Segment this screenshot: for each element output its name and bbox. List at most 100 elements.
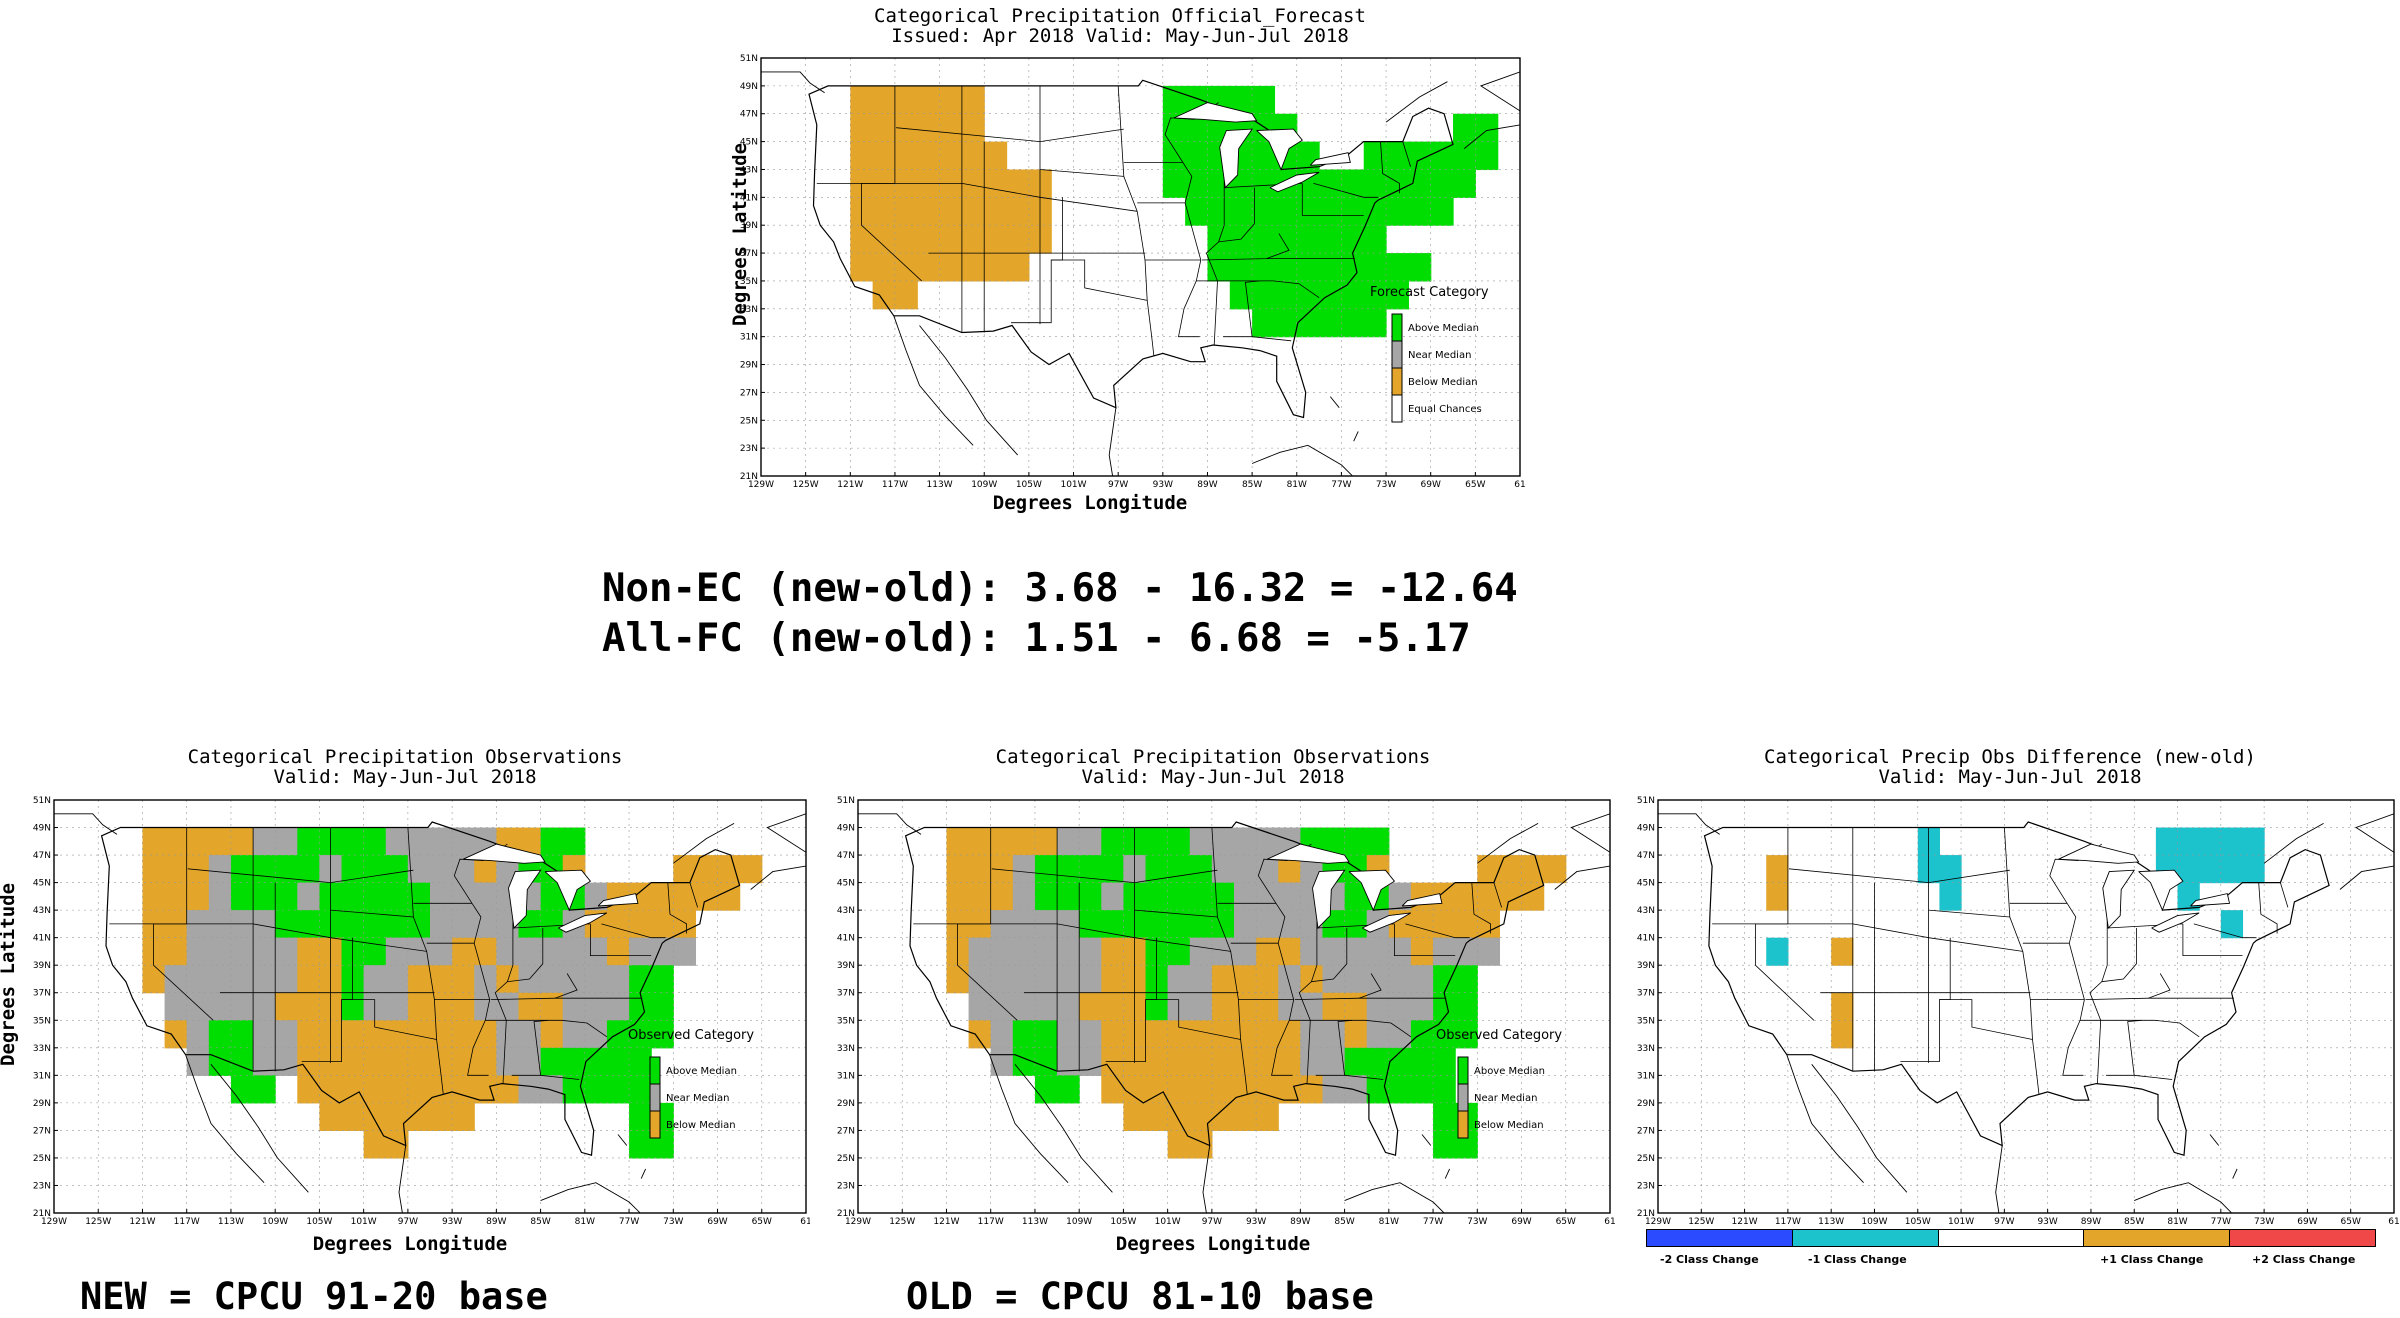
lon-tick-label: 105W <box>1110 1217 1136 1227</box>
grid-cell <box>474 855 497 884</box>
grid-cell <box>1341 308 1365 338</box>
grid-cell <box>1433 1130 1456 1159</box>
grid-cell <box>850 85 874 115</box>
grid-cell <box>1057 1020 1080 1049</box>
grid-cell <box>1189 1020 1213 1049</box>
grid-cell <box>606 1075 630 1104</box>
grid-cell <box>430 1102 453 1131</box>
lon-tick-label: 89W <box>2081 1217 2101 1225</box>
grid-cell <box>2177 827 2200 856</box>
map-legend: Observed Category Above Median Near Median… <box>628 1028 754 1139</box>
lat-tick-label: 23N <box>33 1181 51 1191</box>
lon-tick-label: 129W <box>845 1217 871 1227</box>
grid-cell <box>872 113 896 143</box>
grid-cell <box>1185 169 1209 198</box>
grid-cell <box>230 882 254 911</box>
grid-cell <box>275 1020 298 1049</box>
grid-cell <box>1145 910 1169 939</box>
grid-cell <box>363 937 387 966</box>
grid-cell <box>230 937 254 966</box>
grid-cell <box>230 1075 254 1104</box>
lon-tick-label: 85W <box>1334 1217 1354 1227</box>
lon-tick-label: 113W <box>1022 1217 1048 1227</box>
state-border <box>341 999 437 1040</box>
state-border <box>1712 923 2023 952</box>
grid-cell <box>946 965 970 994</box>
grid-cell <box>894 253 918 282</box>
grid-cell <box>584 1075 608 1104</box>
grid-cell <box>1388 937 1412 966</box>
grid-cell <box>1455 910 1478 939</box>
grid-cell <box>1101 1075 1125 1104</box>
grid-cell <box>562 827 586 856</box>
grid-cell <box>407 1047 431 1076</box>
map-content: 51N 49N 47N 45N 43N 41N 39N 37N 35N 33N 31N 29N 27N 2… <box>33 796 810 1227</box>
legend-swatch <box>1391 367 1403 396</box>
grid-cell <box>1543 855 1567 884</box>
map-inner <box>54 800 806 1213</box>
grid-cell <box>253 855 276 884</box>
grid-cell <box>717 855 741 884</box>
grid-cell <box>1256 937 1279 966</box>
grid-cell <box>1252 197 1276 226</box>
grid-cell <box>1211 1047 1235 1076</box>
grid-cell <box>540 937 564 966</box>
us-outline <box>100 821 741 1156</box>
lon-tick-label: 129W <box>748 480 774 490</box>
state-border <box>2062 903 2085 1076</box>
lat-tick-label: 33N <box>1637 1044 1655 1054</box>
great-lake <box>1256 128 1303 171</box>
grid-cell <box>1410 1075 1434 1104</box>
grid-cell <box>1012 937 1036 966</box>
grid-cell <box>2177 855 2200 884</box>
grid-cell <box>1296 253 1320 282</box>
grid-cell <box>1252 85 1276 115</box>
grid-cell <box>673 855 697 884</box>
legend-label: Below Median <box>1408 377 1478 388</box>
grid-cell <box>253 882 276 911</box>
grid-cell <box>1057 882 1080 911</box>
grid-cell <box>1057 855 1080 884</box>
grid-cell <box>917 113 941 143</box>
grid-cell <box>1234 855 1257 884</box>
grid-cell <box>385 1102 409 1131</box>
lat-tick-label: 21N <box>837 1209 855 1219</box>
grid-cell <box>1322 1075 1346 1104</box>
lat-tick-label: 25N <box>837 1154 855 1164</box>
grid-cell <box>1006 197 1030 226</box>
axis-ticks: 51N 49N 47N 45N 43N 41N 39N 37N 35N 33N 31N 29N 27N 2… <box>33 796 810 1227</box>
grid-cell <box>1006 253 1030 282</box>
grid-cell <box>452 1020 475 1049</box>
coastline <box>893 315 974 446</box>
lon-tick-label: 89W <box>1197 480 1217 490</box>
grid-cell <box>651 910 674 939</box>
grid-cell <box>1319 169 1343 198</box>
grid-cell <box>474 992 497 1021</box>
lat-tick-label: 51N <box>740 54 758 64</box>
lat-tick-label: 29N <box>837 1099 855 1109</box>
grid-cell <box>1366 992 1390 1021</box>
lon-tick-label: 89W <box>1290 1217 1310 1227</box>
grid-cell <box>1162 141 1186 171</box>
grid-cell <box>363 1130 387 1159</box>
grid-cell <box>651 1020 674 1049</box>
grid-cell <box>1766 855 1789 884</box>
lon-tick-label: 69W <box>1421 480 1441 490</box>
grid-cell <box>1123 1102 1147 1131</box>
grid-cell <box>984 141 1008 171</box>
state-border <box>1051 259 1148 301</box>
grid-cell <box>430 1020 453 1049</box>
grid-cell <box>1455 965 1478 994</box>
grid-cell <box>540 1075 564 1104</box>
grid-cell <box>275 937 298 966</box>
lon-tick-label: 93W <box>2037 1217 2057 1225</box>
grid-cell <box>385 910 409 939</box>
lat-tick-label: 49N <box>1637 824 1655 834</box>
grid-cell <box>1079 937 1102 966</box>
colorbar-label-plus2: +2 Class Change <box>2252 1253 2356 1266</box>
grid-cell <box>961 141 985 171</box>
grid-cell <box>1234 965 1257 994</box>
lon-tick-label: 117W <box>174 1217 200 1227</box>
grid-cell <box>1278 1020 1301 1049</box>
grid-cell <box>1319 197 1343 226</box>
